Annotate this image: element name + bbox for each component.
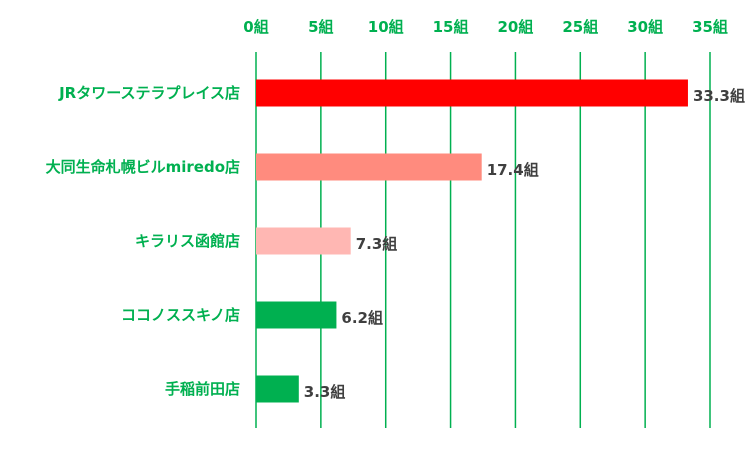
data-label: 33.3組 [693, 87, 745, 105]
bar [256, 227, 351, 255]
bar [256, 375, 299, 403]
bar [256, 301, 337, 329]
x-tick-label: 20組 [497, 18, 533, 36]
x-tick-label: 10組 [368, 18, 404, 36]
data-label: 6.2組 [341, 309, 383, 327]
category-label: 手稲前田店 [165, 380, 240, 398]
data-label: 7.3組 [356, 235, 398, 253]
category-label: キラリス函館店 [135, 232, 240, 250]
bars [256, 79, 688, 403]
gridlines [255, 52, 711, 428]
category-labels: JRタワーステラプレイス店大同生命札幌ビルmiredo店キラリス函館店ココノスス… [46, 84, 240, 398]
data-labels: 33.3組 17.4組 7.3組 6.2組 3.3組 [304, 87, 745, 401]
x-tick-label: 5組 [308, 18, 333, 36]
bar [256, 79, 688, 107]
x-tick-label: 0組 [243, 18, 268, 36]
x-tick-label: 15組 [433, 18, 469, 36]
x-tick-label: 25組 [562, 18, 598, 36]
data-label: 17.4組 [487, 161, 539, 179]
x-tick-label: 30組 [627, 18, 663, 36]
x-axis-tick-labels: 0組 5組 10組 15組 20組 25組 30組 35組 [243, 18, 728, 36]
bar [256, 153, 482, 181]
category-label: JRタワーステラプレイス店 [58, 84, 240, 102]
category-label: ココノススキノ店 [121, 306, 240, 324]
category-label: 大同生命札幌ビルmiredo店 [46, 158, 240, 176]
data-label: 3.3組 [304, 383, 346, 401]
x-tick-label: 35組 [692, 18, 728, 36]
